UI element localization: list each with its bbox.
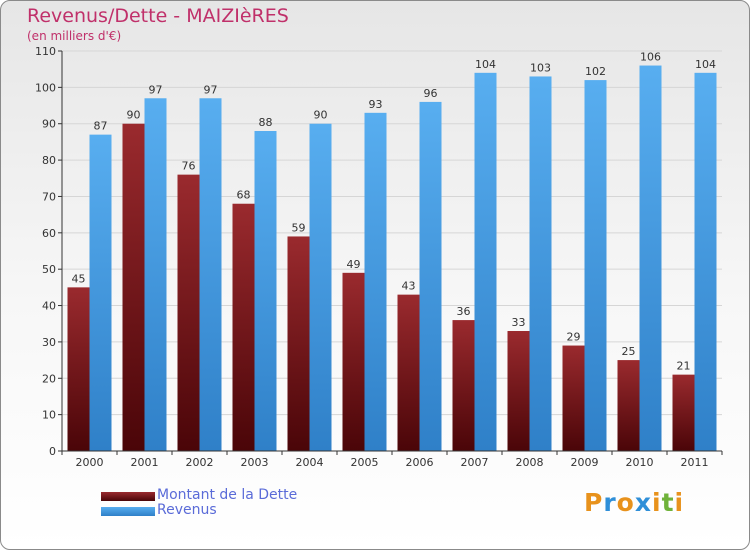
data-label-revenue: 88 bbox=[259, 116, 273, 129]
y-tick-label: 80 bbox=[42, 154, 56, 167]
data-label-debt: 36 bbox=[457, 305, 471, 318]
x-tick-label: 2011 bbox=[681, 456, 709, 469]
y-tick-label: 30 bbox=[42, 336, 56, 349]
bar-revenue bbox=[144, 98, 167, 451]
bar-revenue bbox=[254, 131, 277, 451]
data-label-debt: 49 bbox=[347, 258, 361, 271]
data-label-revenue: 103 bbox=[530, 61, 551, 74]
proxiti-logo: Proxiti bbox=[584, 488, 684, 517]
bar-revenue bbox=[364, 112, 387, 452]
data-label-revenue: 93 bbox=[369, 98, 383, 111]
bar-revenue bbox=[529, 76, 552, 452]
data-label-revenue: 106 bbox=[640, 51, 661, 64]
bar-revenue bbox=[584, 80, 607, 451]
logo-letter: P bbox=[584, 488, 604, 517]
bar-revenue bbox=[474, 72, 497, 452]
legend-swatch-debt bbox=[101, 492, 155, 501]
logo-letter: t bbox=[661, 488, 675, 517]
bar-revenue bbox=[639, 65, 662, 451]
bar-debt bbox=[342, 272, 365, 451]
bar-debt bbox=[397, 294, 420, 451]
bar-debt bbox=[232, 203, 255, 451]
y-tick-label: 100 bbox=[35, 81, 56, 94]
bar-debt bbox=[452, 320, 475, 451]
y-tick-label: 110 bbox=[35, 45, 56, 58]
legend-swatch-revenue bbox=[101, 507, 155, 516]
x-tick-label: 2007 bbox=[461, 456, 489, 469]
data-label-debt: 90 bbox=[127, 109, 141, 122]
data-label-debt: 76 bbox=[182, 160, 196, 173]
data-label-debt: 21 bbox=[677, 360, 691, 373]
legend-label-revenue: Revenus bbox=[157, 502, 217, 518]
y-tick-label: 40 bbox=[42, 300, 56, 313]
data-label-revenue: 104 bbox=[695, 58, 716, 71]
y-tick-label: 10 bbox=[42, 409, 56, 422]
data-label-debt: 25 bbox=[622, 345, 636, 358]
data-label-revenue: 104 bbox=[475, 58, 496, 71]
bar-revenue bbox=[309, 123, 332, 452]
bar-debt bbox=[507, 331, 530, 451]
logo-letter: x bbox=[634, 488, 652, 517]
data-label-revenue: 97 bbox=[204, 83, 218, 96]
logo-letter: i bbox=[652, 488, 662, 517]
bar-debt bbox=[67, 287, 90, 451]
x-tick-label: 2002 bbox=[186, 456, 214, 469]
x-tick-label: 2005 bbox=[351, 456, 379, 469]
logo-letter: o bbox=[616, 488, 635, 517]
bar-debt bbox=[177, 174, 200, 452]
data-label-revenue: 96 bbox=[424, 87, 438, 100]
y-tick-label: 60 bbox=[42, 227, 56, 240]
bar-debt bbox=[562, 345, 585, 451]
logo-letter: i bbox=[674, 488, 685, 517]
bar-revenue bbox=[419, 101, 442, 451]
y-tick-label: 70 bbox=[42, 190, 56, 203]
x-tick-label: 2001 bbox=[131, 456, 159, 469]
legend-label-debt: Montant de la Dette bbox=[157, 487, 298, 503]
bar-revenue bbox=[89, 134, 112, 452]
bar-debt bbox=[122, 123, 145, 452]
y-tick-label: 50 bbox=[42, 263, 56, 276]
data-label-debt: 43 bbox=[402, 280, 416, 293]
x-tick-label: 2000 bbox=[76, 456, 104, 469]
data-label-revenue: 97 bbox=[149, 83, 163, 96]
bar-revenue bbox=[694, 72, 717, 452]
data-label-revenue: 87 bbox=[94, 120, 108, 133]
x-tick-label: 2004 bbox=[296, 456, 324, 469]
y-tick-label: 20 bbox=[42, 372, 56, 385]
chart-subtitle: (en milliers d'€) bbox=[27, 29, 122, 43]
x-tick-label: 2006 bbox=[406, 456, 434, 469]
x-tick-label: 2003 bbox=[241, 456, 269, 469]
data-label-debt: 59 bbox=[292, 221, 306, 234]
data-label-revenue: 90 bbox=[314, 109, 328, 122]
y-tick-label: 0 bbox=[49, 445, 56, 458]
bar-debt bbox=[617, 360, 640, 451]
bar-debt bbox=[287, 236, 310, 451]
bar-revenue bbox=[199, 98, 222, 451]
x-tick-label: 2010 bbox=[626, 456, 654, 469]
y-tick-label: 90 bbox=[42, 118, 56, 131]
data-label-debt: 68 bbox=[237, 189, 251, 202]
data-label-revenue: 102 bbox=[585, 65, 606, 78]
logo-letter: r bbox=[603, 488, 617, 517]
x-tick-label: 2008 bbox=[516, 456, 544, 469]
data-label-debt: 45 bbox=[72, 272, 86, 285]
data-label-debt: 29 bbox=[567, 331, 581, 344]
data-label-debt: 33 bbox=[512, 316, 526, 329]
bar-debt bbox=[672, 374, 695, 451]
chart-title: Revenus/Dette - MAIZIèRES bbox=[27, 5, 289, 27]
x-tick-label: 2009 bbox=[571, 456, 599, 469]
